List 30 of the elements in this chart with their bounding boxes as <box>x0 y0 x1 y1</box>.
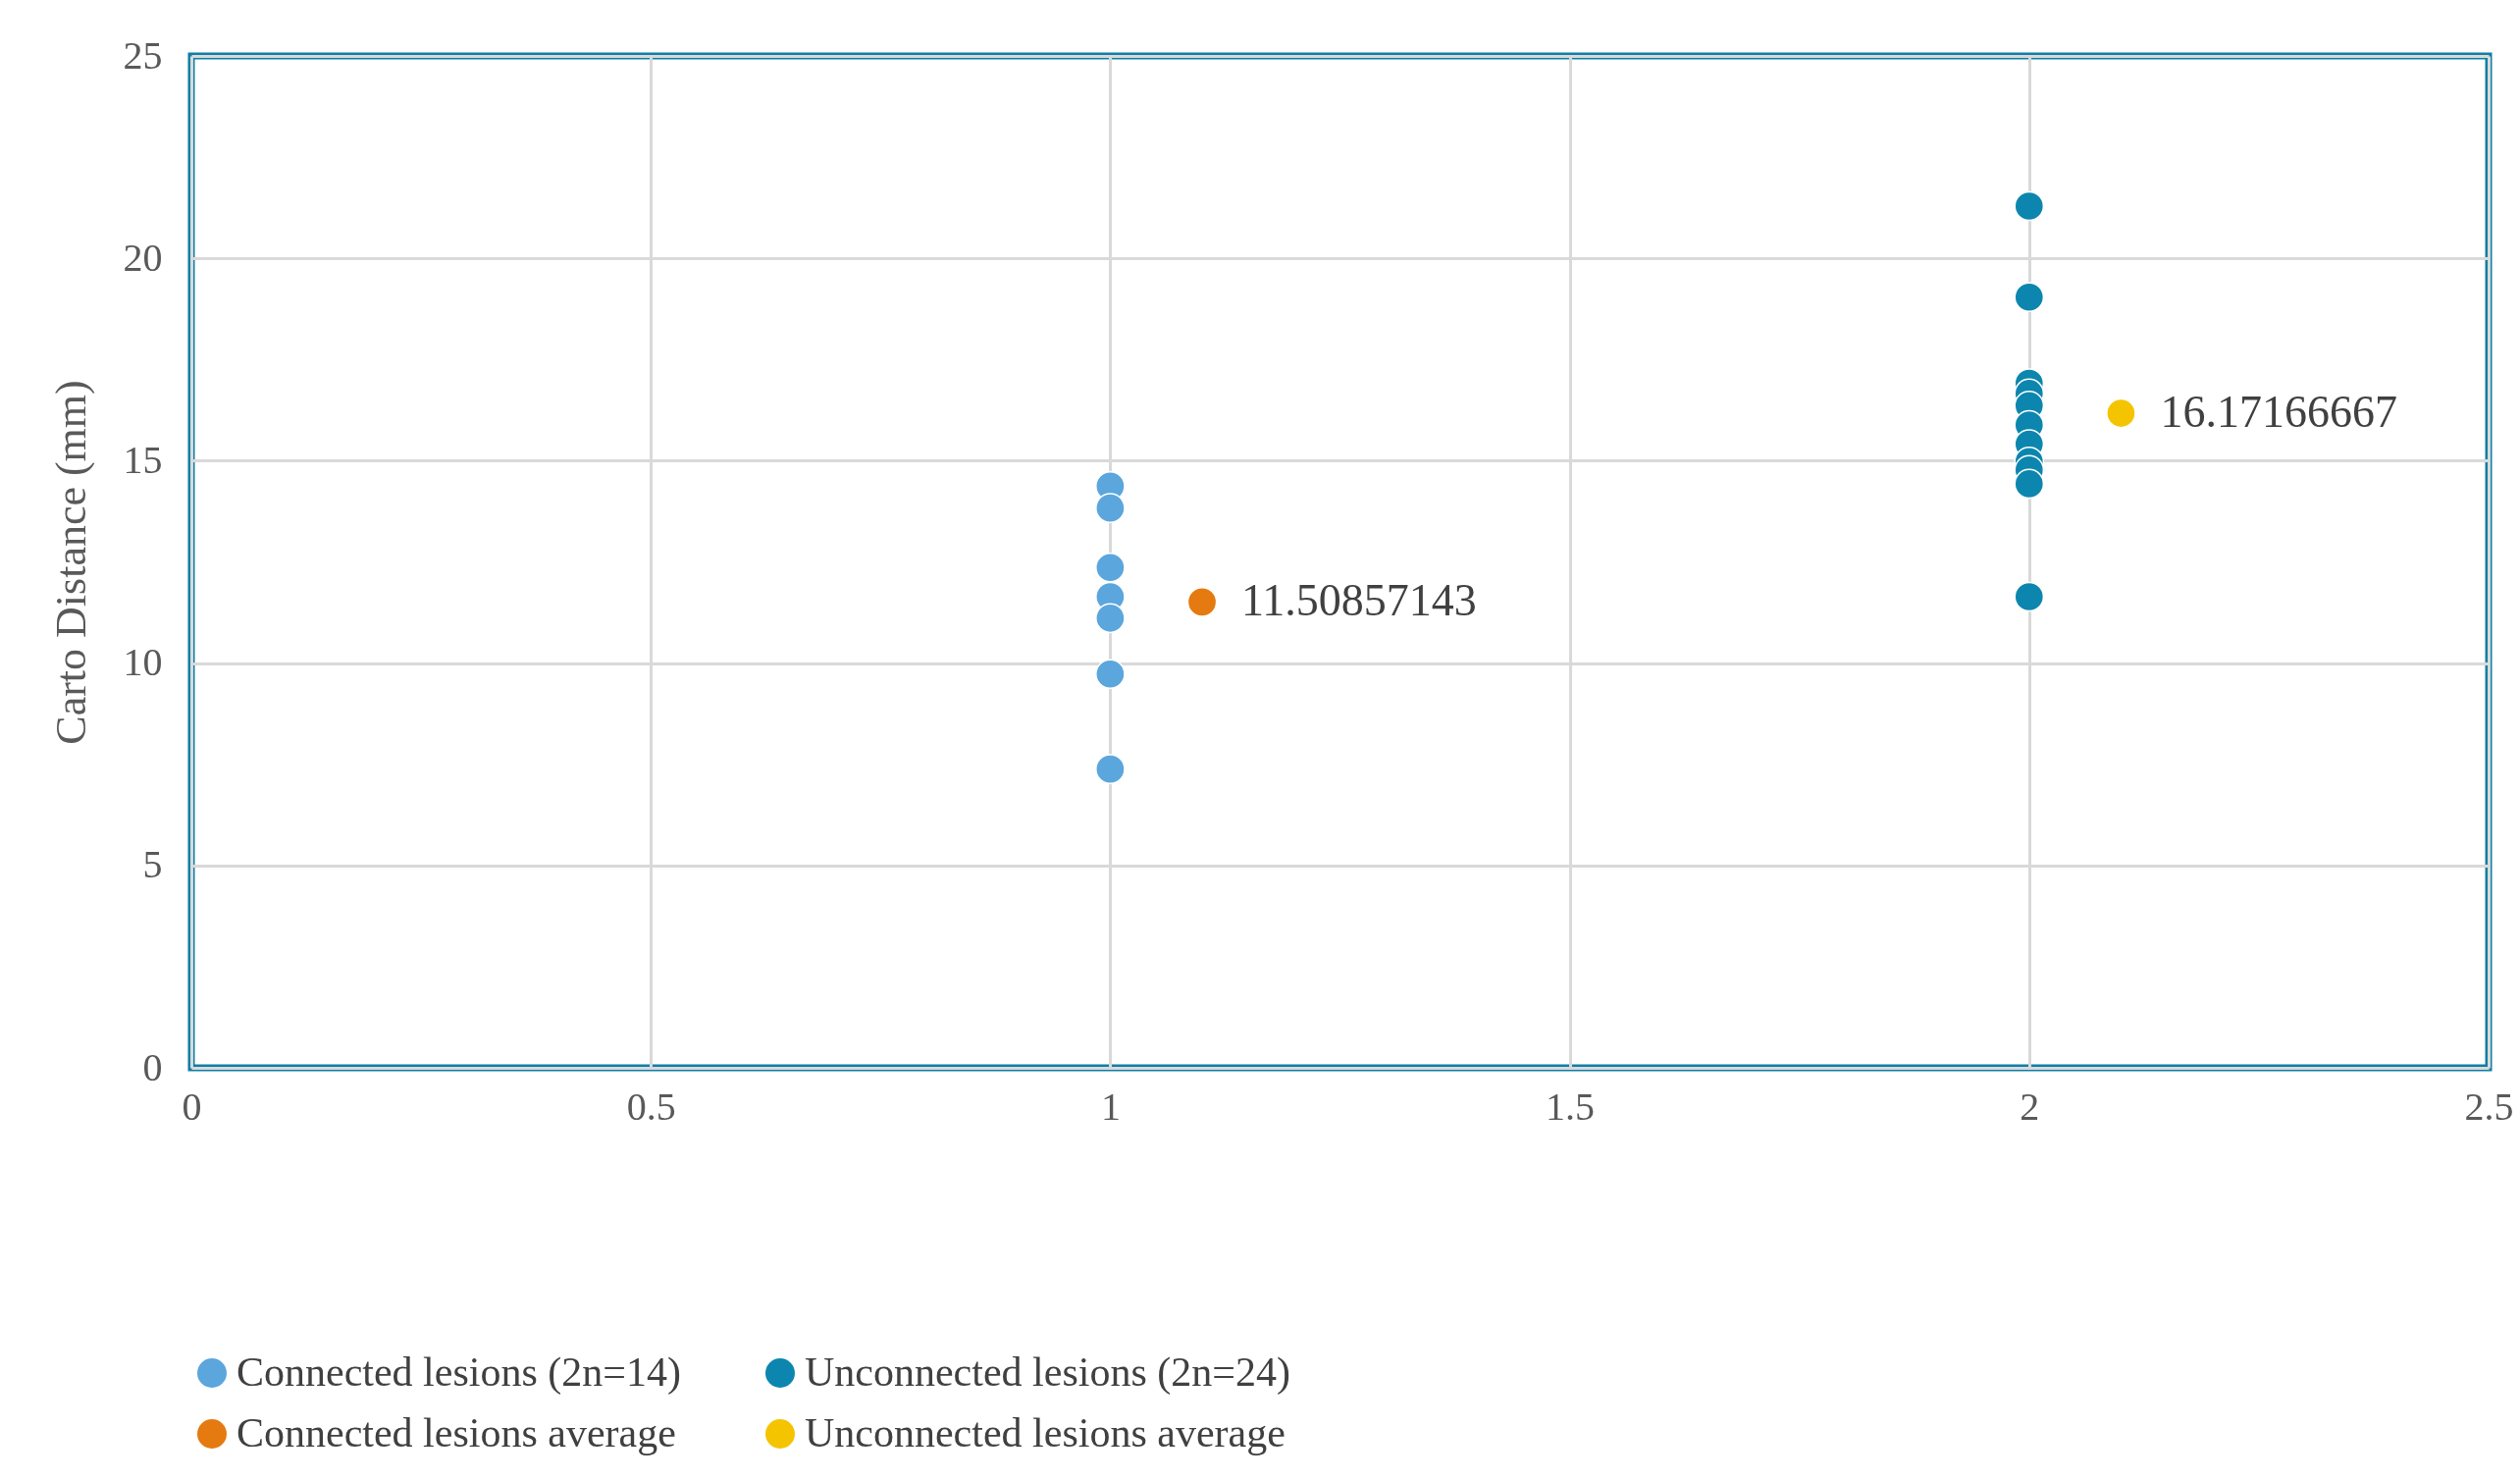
x-tick-label: 2 <box>2020 1084 2040 1129</box>
y-tick-label: 5 <box>142 842 163 887</box>
y-tick-label: 0 <box>142 1044 163 1089</box>
point <box>1186 587 1218 617</box>
point <box>2014 581 2045 612</box>
x-tick-label: 1 <box>1100 1084 1121 1129</box>
point <box>1095 659 1126 690</box>
point <box>1095 493 1126 523</box>
y-axis-title: Carto Distance (mm) <box>46 380 95 745</box>
x-tick-label: 1.5 <box>1546 1084 1596 1129</box>
legend-label: Unconnected lesions (2n=24) <box>805 1349 1290 1396</box>
y-tick-label: 20 <box>123 235 163 280</box>
y-tick-label: 10 <box>123 640 163 685</box>
point <box>2014 468 2045 500</box>
data-label: 16.17166667 <box>2160 387 2397 438</box>
legend-label: Unconnected lesions average <box>805 1410 1286 1455</box>
x-tick-label: 2.5 <box>2464 1084 2514 1129</box>
legend-label: Connected lesions (2n=14) <box>236 1349 681 1396</box>
y-tick-label: 25 <box>123 32 163 78</box>
legend-label: Connected lesions average <box>236 1410 676 1455</box>
data-label: 11.50857143 <box>1241 575 1477 626</box>
y-tick-label: 15 <box>123 437 163 482</box>
point <box>1095 754 1126 784</box>
point <box>1095 552 1126 583</box>
point <box>2106 397 2136 429</box>
point <box>2014 282 2045 313</box>
x-tick-label: 0.5 <box>626 1084 676 1129</box>
x-tick-label: 0 <box>182 1084 202 1129</box>
point <box>2014 190 2045 222</box>
point <box>1095 603 1126 634</box>
